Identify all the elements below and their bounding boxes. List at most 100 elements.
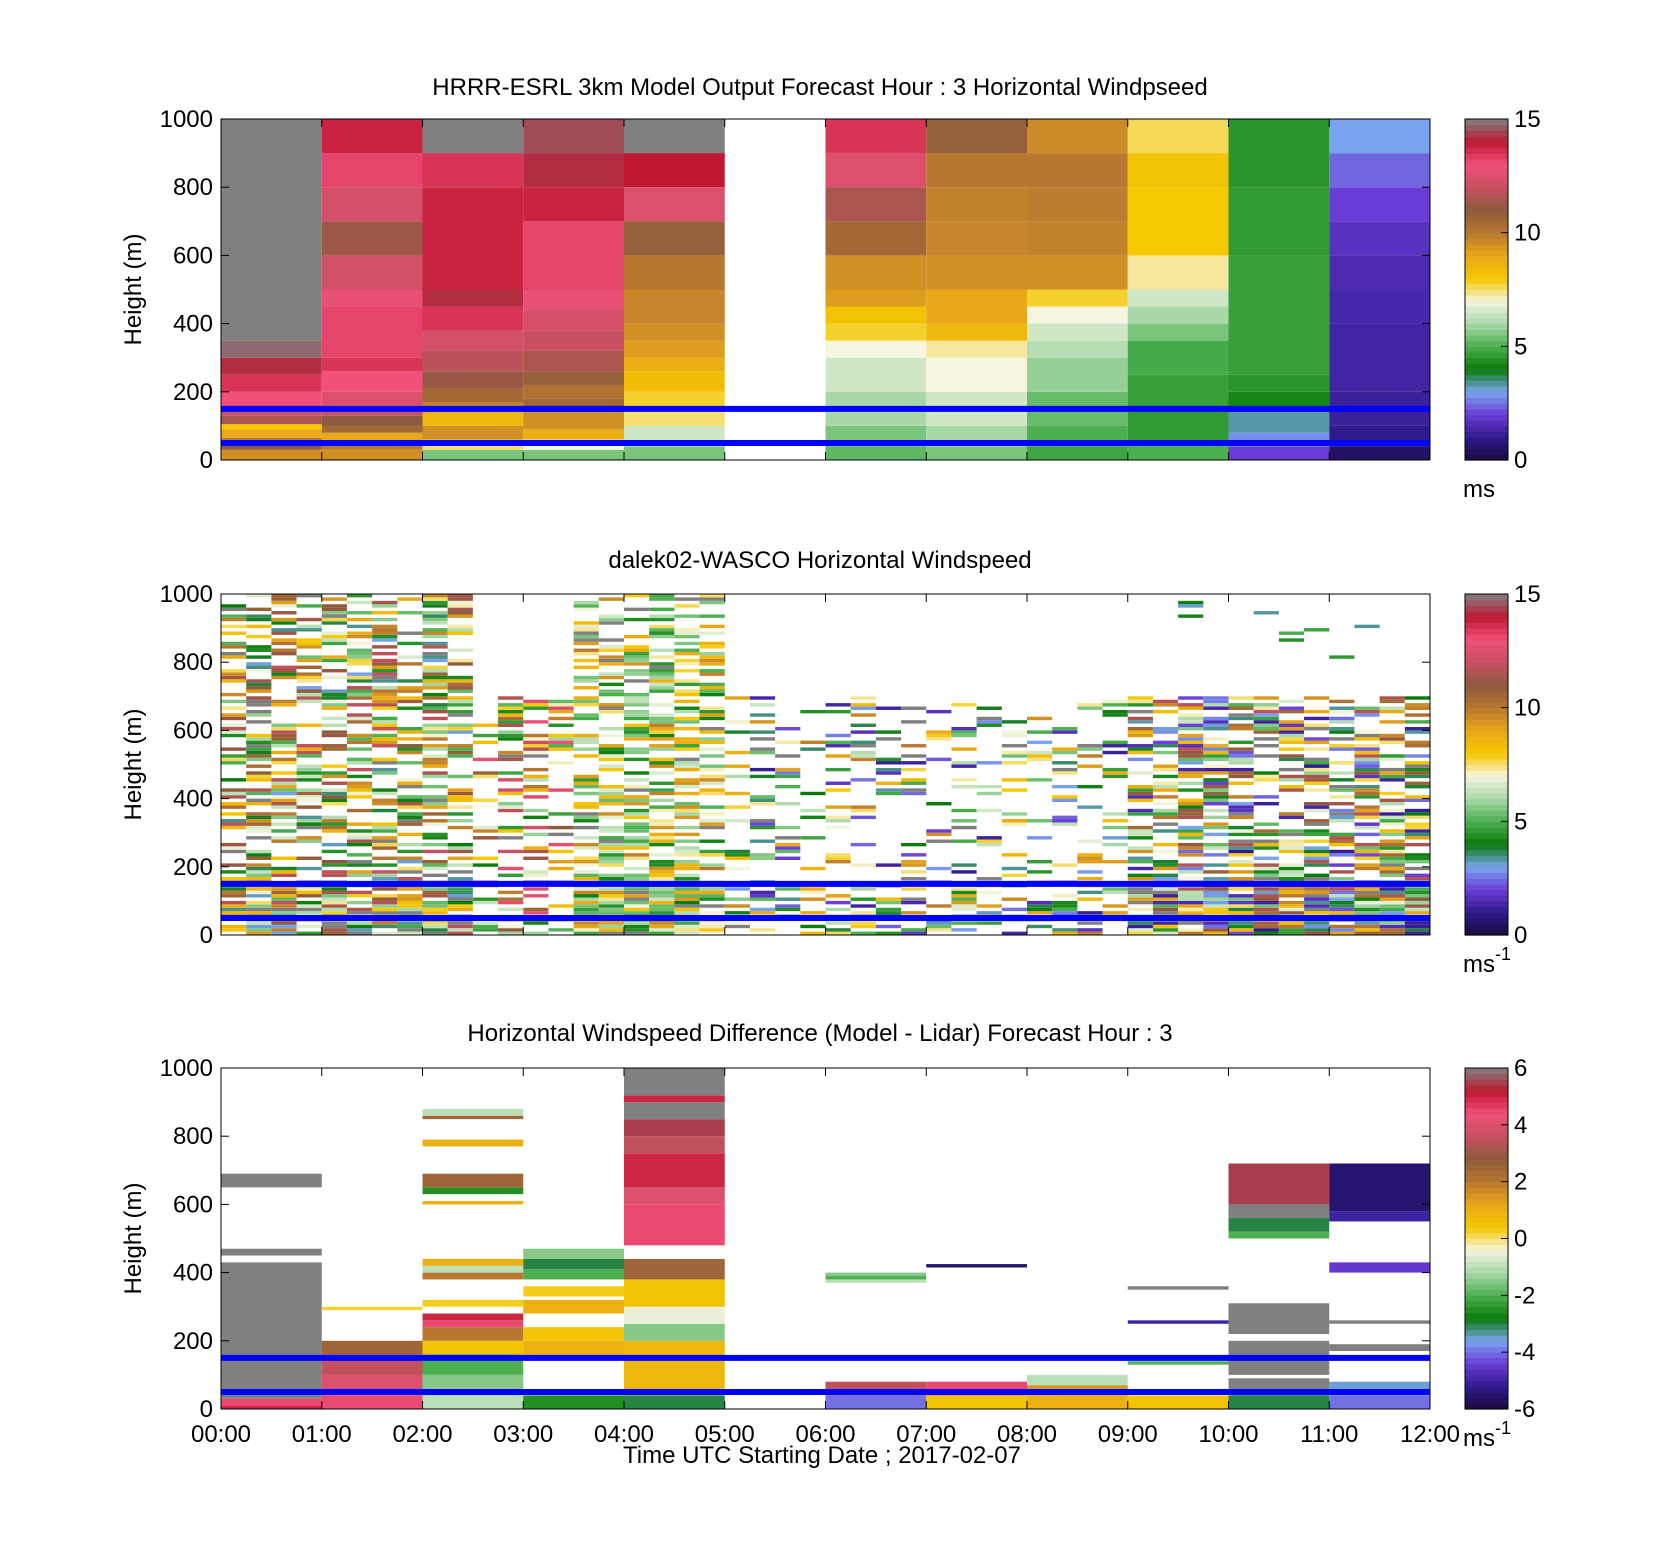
heatmap-cell (321, 415, 423, 426)
heatmap-cell (397, 924, 423, 929)
heatmap-cell (1329, 1320, 1430, 1324)
heatmap-cell (422, 634, 448, 639)
colorbar-swatch (1465, 1238, 1508, 1245)
colorbar-swatch (1465, 1119, 1508, 1126)
heatmap-cell (422, 863, 448, 867)
heatmap-cell (296, 839, 322, 843)
heatmap-cell (422, 761, 448, 765)
heatmap-cell (1228, 808, 1254, 813)
heatmap-cell (397, 856, 423, 860)
heatmap-cell (1127, 1320, 1229, 1324)
heatmap-cell (1329, 153, 1430, 188)
x-axis-label: Time UTC Starting Date ; 2017-02-07 (623, 1442, 1021, 1469)
heatmap-cell (624, 839, 650, 843)
heatmap-cell (1203, 846, 1229, 850)
colorbar-swatch (1465, 164, 1508, 171)
heatmap-cell (447, 887, 473, 891)
heatmap-cell (1253, 832, 1279, 837)
colorbar-swatch (1465, 1164, 1508, 1171)
heatmap-cell (598, 829, 624, 833)
heatmap-cell (422, 894, 448, 898)
heatmap-cell (1027, 323, 1128, 341)
heatmap-cell (422, 924, 448, 929)
heatmap-cell (1278, 774, 1305, 779)
heatmap-cell (221, 900, 247, 905)
heatmap-cell (296, 931, 322, 935)
heatmap-cell (674, 692, 700, 697)
heatmap-cell (674, 849, 700, 854)
heatmap-cell (624, 412, 725, 426)
heatmap-cell (1379, 900, 1405, 905)
heatmap-cell (346, 911, 373, 915)
heatmap-cell (498, 802, 524, 806)
colorbar-tick-label: 0 (1514, 922, 1527, 949)
heatmap-cell (699, 686, 725, 690)
heatmap-cell (397, 706, 423, 710)
heatmap-cell (1278, 788, 1305, 792)
heatmap-cell (422, 641, 448, 646)
heatmap-cell (372, 846, 398, 850)
y-tick-label: 800 (173, 174, 213, 201)
heatmap-cell (649, 771, 675, 775)
heatmap-cell (901, 791, 927, 796)
heatmap-cell (246, 682, 272, 687)
heatmap-cell (296, 628, 322, 632)
heatmap-cell (825, 289, 927, 307)
heatmap-cell (1027, 357, 1128, 392)
heatmap-cell (498, 890, 524, 895)
heatmap-cell (850, 897, 876, 901)
heatmap-cell (951, 863, 977, 867)
heatmap-cell (1253, 795, 1279, 799)
heatmap-cell (447, 870, 473, 874)
heatmap-cell (674, 744, 700, 748)
heatmap-cell (926, 928, 952, 932)
heatmap-cell (321, 771, 347, 775)
heatmap-cell (271, 597, 297, 601)
heatmap-cell (1152, 911, 1179, 915)
heatmap-cell (321, 900, 347, 905)
heatmap-cell (749, 897, 776, 901)
x-axis (220, 119, 1431, 460)
heatmap-cell (1404, 822, 1430, 826)
heatmap-cell (321, 597, 347, 601)
colorbar-swatch (1465, 255, 1508, 262)
heatmap-cell (422, 774, 448, 779)
colorbar-swatch (1465, 1141, 1508, 1149)
heatmap-cell (649, 675, 675, 680)
heatmap-cell (1127, 771, 1153, 775)
heatmap-cell (1379, 894, 1405, 898)
heatmap-cell (1228, 829, 1254, 833)
heatmap-cell (321, 449, 423, 460)
heatmap-cell (422, 621, 448, 625)
heatmap-cell (523, 309, 624, 331)
heatmap-cell (422, 645, 448, 649)
heatmap-cell (246, 802, 272, 806)
heatmap-cell (624, 1187, 725, 1205)
heatmap-cell (976, 839, 1002, 843)
heatmap-cell (573, 815, 599, 820)
heatmap-cell (901, 767, 927, 772)
heatmap-cell (1203, 744, 1229, 748)
heatmap-cell (976, 720, 1002, 724)
y-tick-label: 1000 (160, 581, 213, 608)
heatmap-cell (573, 624, 599, 629)
heatmap-cell (598, 788, 624, 792)
heatmap-cell (1329, 839, 1355, 843)
heatmap-cell (649, 825, 675, 830)
heatmap-cell (1178, 726, 1204, 731)
heatmap-cell (271, 744, 297, 748)
heatmap-cell (1354, 832, 1380, 837)
heatmap-cell (1228, 757, 1254, 762)
heatmap-cell (246, 829, 272, 833)
heatmap-cell (850, 778, 876, 782)
heatmap-cell (1329, 784, 1355, 789)
heatmap-cell (775, 907, 801, 912)
heatmap-cell (699, 692, 725, 697)
heatmap-cell (1354, 928, 1380, 932)
heatmap-cell (1354, 733, 1380, 738)
colorbar-swatch (1465, 844, 1508, 851)
heatmap-cell (699, 716, 725, 721)
heatmap-cell (271, 740, 297, 745)
heatmap-cell (1329, 894, 1355, 898)
heatmap-cell (1203, 764, 1229, 768)
